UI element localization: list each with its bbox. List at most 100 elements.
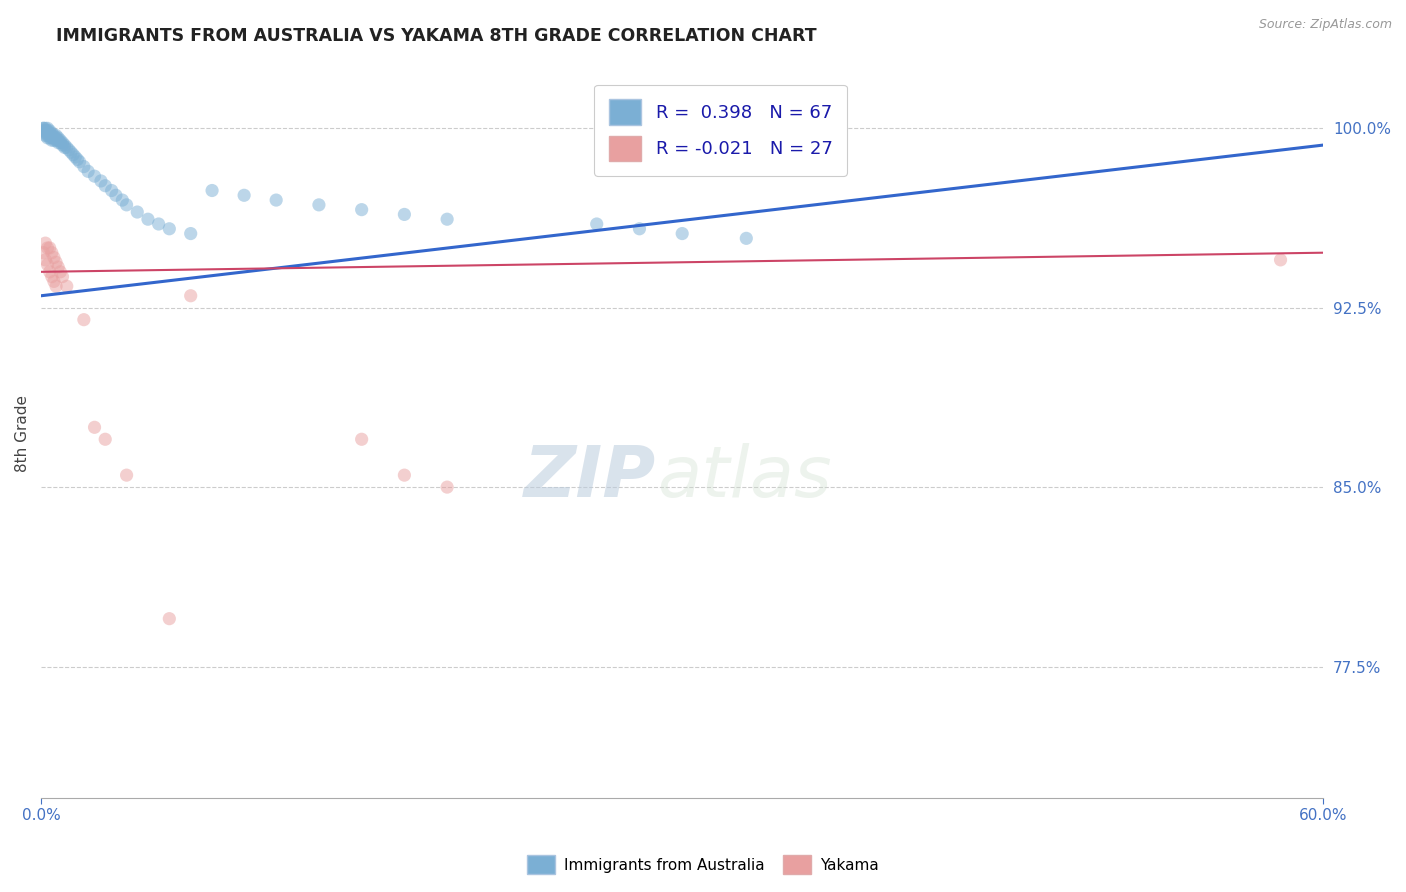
Point [735,231,758,245]
Point [34,252,56,267]
Point [264,193,287,207]
Point [180,227,202,241]
Text: Source: ZipAtlas.com: Source: ZipAtlas.com [1258,18,1392,31]
Point [350,432,373,446]
Point [37,128,59,143]
Point [60,145,83,160]
Point [34,126,56,140]
Point [41,269,63,284]
Point [46,131,69,145]
Point [34,236,56,251]
Point [34,124,56,138]
Point [115,198,138,212]
Point [46,260,69,274]
Point [42,133,65,147]
Point [628,221,651,235]
Point [51,136,73,150]
Point [32,121,55,136]
Point [45,255,67,269]
Point [83,169,105,183]
Point [394,468,416,483]
Point [41,133,63,147]
Point [38,124,60,138]
Point [41,128,63,143]
Point [37,124,59,138]
Y-axis label: 8th Grade: 8th Grade [15,395,30,472]
Point [45,279,67,293]
Point [180,289,202,303]
Point [49,133,72,147]
Point [73,312,96,326]
Point [42,274,65,288]
Point [38,128,60,143]
Point [34,121,56,136]
Point [127,205,149,219]
Point [157,221,180,235]
Point [83,420,105,434]
Point [45,131,67,145]
Point [51,138,73,153]
Point [34,128,56,143]
Point [436,480,458,494]
Point [100,184,122,198]
Point [37,131,59,145]
Point [58,143,80,157]
Point [1270,252,1292,267]
Point [37,126,59,140]
Point [42,131,65,145]
Point [49,136,72,150]
Point [585,217,607,231]
Point [62,147,84,161]
Point [350,202,373,217]
Point [136,212,159,227]
Point [55,140,77,154]
Point [38,131,60,145]
Text: ZIP: ZIP [524,442,657,512]
Point [53,138,76,153]
Point [73,160,96,174]
Legend: R =  0.398   N = 67, R = -0.021   N = 27: R = 0.398 N = 67, R = -0.021 N = 27 [595,85,846,176]
Point [90,174,112,188]
Point [37,241,59,255]
Point [55,279,77,293]
Point [53,140,76,154]
Point [201,184,224,198]
Point [41,126,63,140]
Point [94,432,117,446]
Point [394,207,416,221]
Point [32,124,55,138]
Point [77,164,100,178]
Point [49,265,72,279]
Point [308,198,330,212]
Point [94,178,117,193]
Point [32,245,55,260]
Point [38,265,60,279]
Point [41,131,63,145]
Text: IMMIGRANTS FROM AUSTRALIA VS YAKAMA 8TH GRADE CORRELATION CHART: IMMIGRANTS FROM AUSTRALIA VS YAKAMA 8TH … [56,27,817,45]
Point [233,188,256,202]
Point [38,241,60,255]
Point [42,128,65,143]
Point [115,468,138,483]
Point [671,227,693,241]
Point [65,150,87,164]
Point [148,217,170,231]
Point [46,133,69,147]
Point [32,121,55,136]
Point [66,153,89,167]
Point [37,121,59,136]
Point [45,133,67,147]
Point [38,126,60,140]
Point [42,251,65,265]
Point [111,193,134,207]
Point [41,245,63,260]
Point [51,269,73,284]
Text: atlas: atlas [657,442,831,512]
Legend: Immigrants from Australia, Yakama: Immigrants from Australia, Yakama [522,849,884,880]
Point [104,188,127,202]
Point [157,612,180,626]
Point [436,212,458,227]
Point [69,154,91,169]
Point [45,128,67,143]
Point [46,136,69,150]
